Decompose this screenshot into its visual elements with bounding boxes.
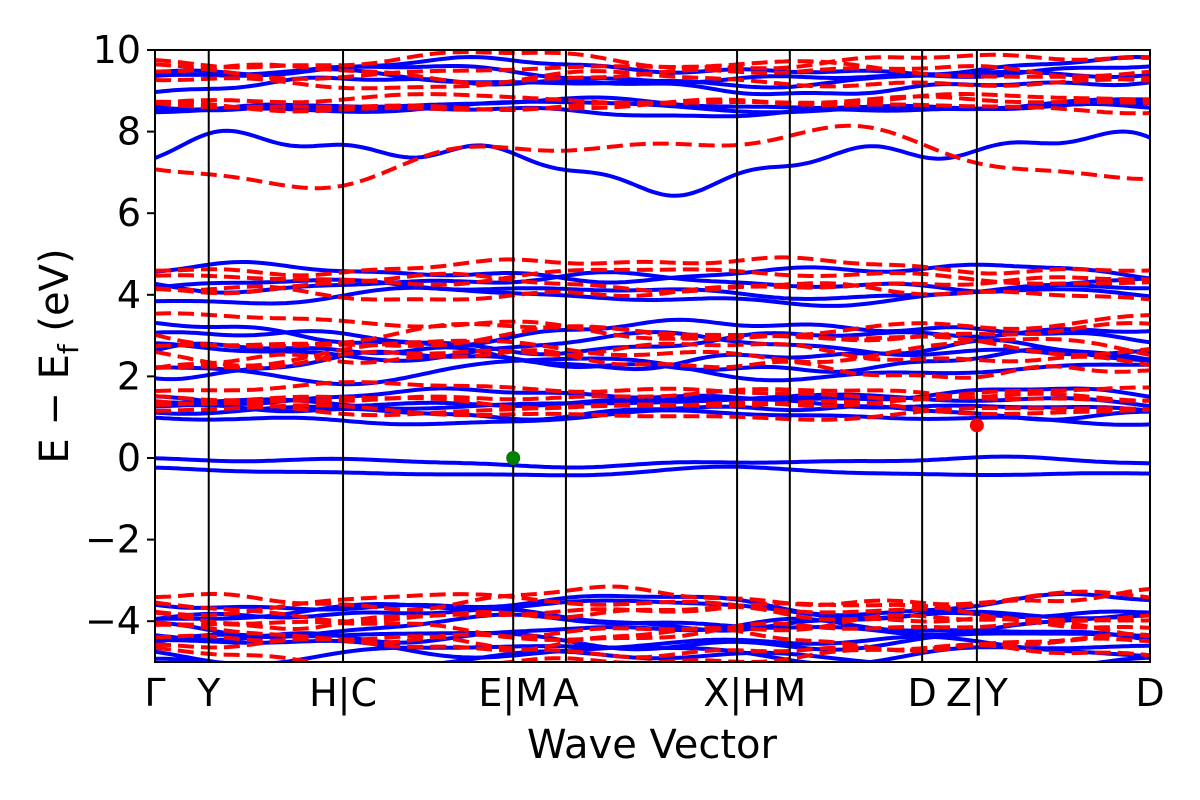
special-point (969, 418, 984, 433)
band-line (155, 62, 1150, 86)
x-axis-label: Wave Vector (527, 722, 778, 768)
band-series-2 (155, 50, 1150, 662)
y-tick-label: 0 (117, 436, 141, 480)
band-line (155, 281, 1150, 302)
band-line (155, 464, 1150, 478)
x-tick-label: Y (196, 671, 221, 715)
band-line (155, 341, 1150, 370)
y-tick-label: 6 (117, 191, 141, 235)
band-line (155, 604, 1150, 631)
x-tick-label: Γ (144, 671, 165, 715)
band-line (155, 260, 1150, 285)
x-tick-label: E|M (478, 671, 548, 716)
x-tick-label: X|H (703, 671, 770, 716)
y-tick-label: 4 (117, 273, 141, 317)
y-tick-label: 2 (117, 354, 141, 398)
band-line (155, 327, 1150, 357)
y-axis-label-main: E − E (32, 354, 78, 464)
band-line (155, 620, 1150, 645)
x-axis-ticks: Γ Y H|C E|M A X|H M D Z|Y D (144, 671, 1164, 716)
band-line (155, 128, 1150, 198)
special-point (506, 451, 521, 465)
x-tick-label: D (1135, 671, 1164, 715)
band-line (155, 255, 1150, 278)
band-line (155, 267, 1150, 287)
k-point-lines (207, 50, 978, 662)
band-lines (155, 50, 1150, 662)
band-line (155, 631, 1150, 652)
band-line (155, 380, 1150, 401)
y-axis-ticks: −4 −2 0 2 4 6 8 10 (85, 28, 155, 643)
band-line (155, 584, 1150, 612)
band-line (155, 271, 1150, 296)
band-line (155, 69, 1150, 91)
y-tick-label: 8 (117, 110, 141, 154)
band-line (155, 123, 1150, 191)
band-line (155, 387, 1150, 406)
band-line (155, 600, 1150, 624)
band-line (155, 50, 1150, 71)
y-tick-label: −4 (85, 599, 141, 643)
plot-frame (154, 49, 1151, 663)
y-axis-label: E − Ef (eV) (32, 248, 85, 463)
band-line (155, 311, 1150, 341)
x-tick-label: A (553, 671, 579, 715)
x-tick-label: H|C (309, 671, 377, 716)
y-axis-label-unit: (eV) (32, 248, 78, 344)
x-tick-label: D (908, 671, 937, 715)
band-line (155, 403, 1150, 422)
band-line (155, 321, 1150, 348)
band-line (155, 92, 1150, 107)
band-line (155, 347, 1150, 382)
x-tick-label: Z|Y (946, 671, 1009, 716)
y-tick-label: −2 (85, 518, 141, 562)
y-tick-label: 10 (93, 28, 141, 72)
band-line (155, 454, 1150, 470)
band-line (155, 59, 1150, 81)
band-line (155, 649, 1150, 662)
x-tick-label: M (773, 671, 806, 715)
y-axis-label-sub: f (52, 343, 85, 354)
special-points (506, 418, 984, 465)
